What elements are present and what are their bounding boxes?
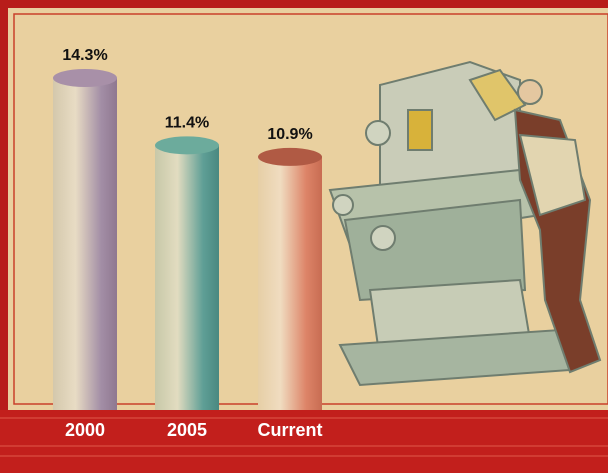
value-label: 10.9% xyxy=(267,126,312,143)
bar xyxy=(258,148,322,410)
x-tick-label: 2000 xyxy=(65,420,105,440)
x-tick-label: Current xyxy=(257,420,322,440)
bar-top xyxy=(258,148,322,166)
x-tick-label: 2005 xyxy=(167,420,207,440)
chart: 14.3% 2000 11.4% 2005 10.9% Current xyxy=(0,0,608,473)
bar-top xyxy=(53,69,117,87)
bar-body xyxy=(53,78,117,410)
bar-body xyxy=(258,157,322,410)
bar-body xyxy=(155,145,219,410)
bar xyxy=(155,136,219,410)
value-label: 11.4% xyxy=(165,115,209,132)
bar xyxy=(53,69,117,410)
bar-top xyxy=(155,136,219,154)
value-label: 14.3% xyxy=(62,47,107,64)
